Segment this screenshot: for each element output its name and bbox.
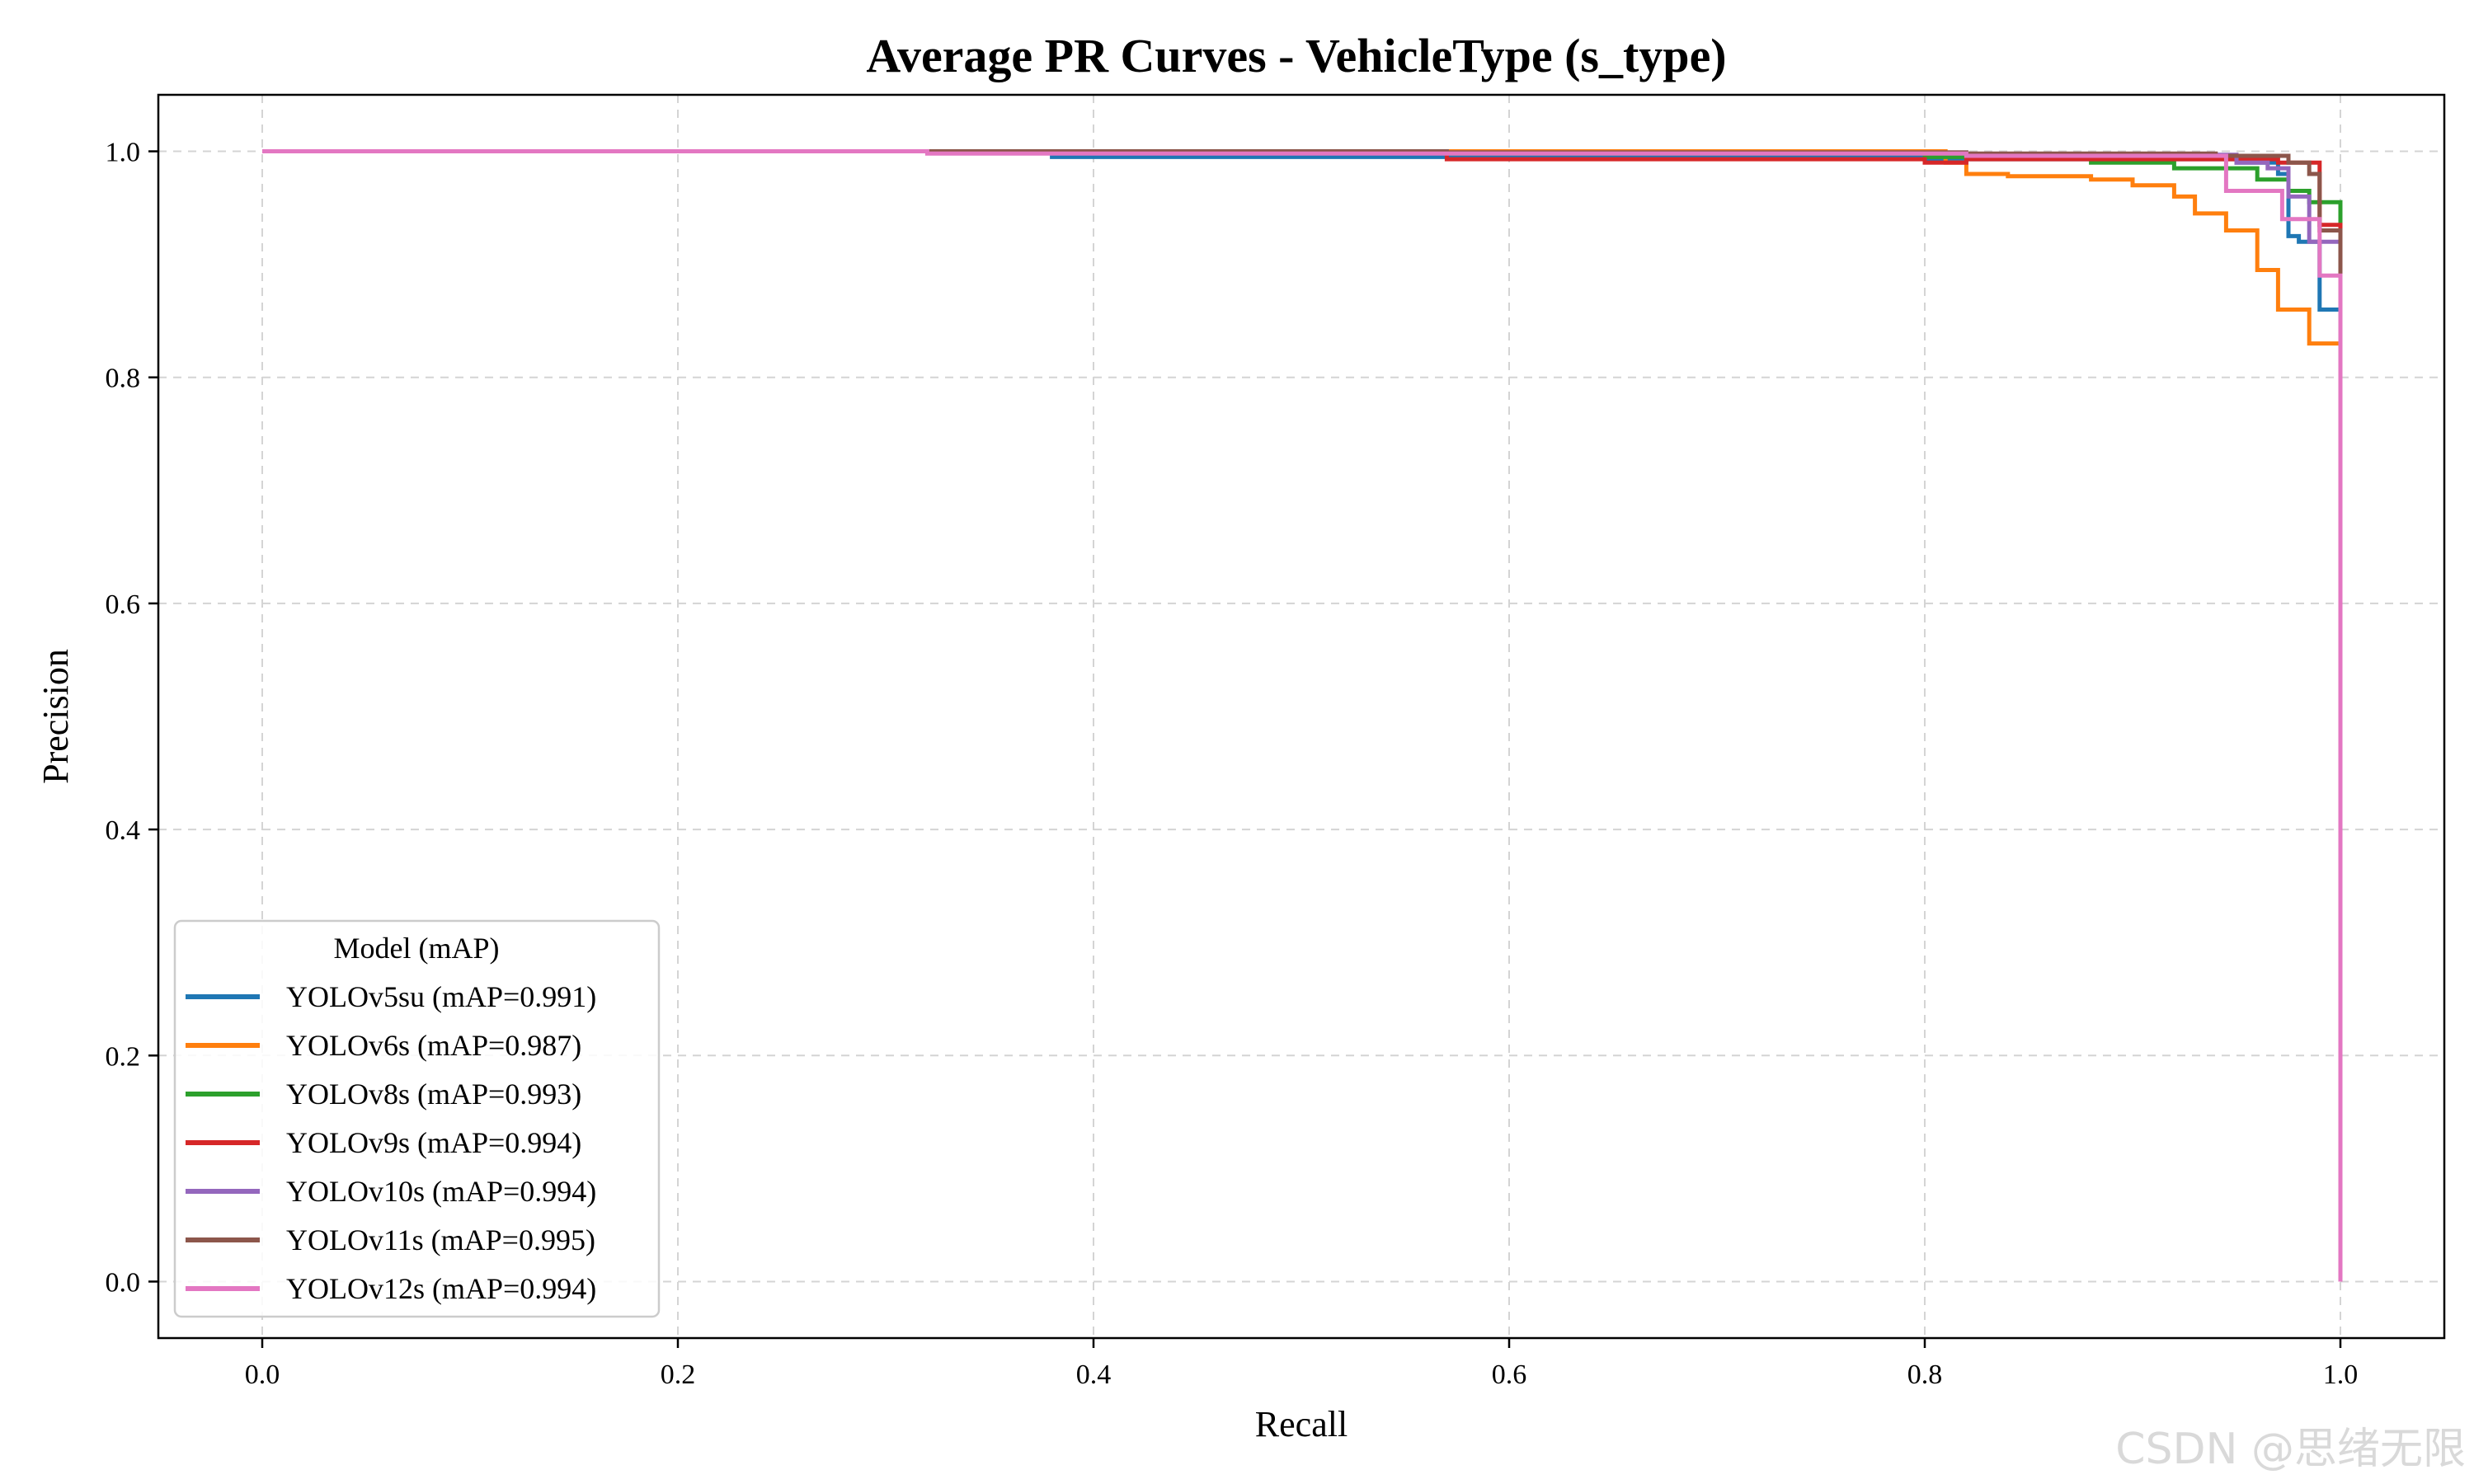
- y-tick-label: 0.4: [106, 815, 141, 846]
- y-axis-label: Precision: [35, 649, 76, 784]
- x-tick-label: 0.2: [661, 1360, 696, 1390]
- series-layer: [262, 149, 2343, 1282]
- legend-entry-label: YOLOv6s (mAP=0.987): [286, 1029, 581, 1062]
- ticks: 0.0 0.2 0.4 0.6 0.8 1.0 0.0 0.2 0.4 0.6 0.8 1.0: [106, 138, 2359, 1390]
- legend-entry-label: YOLOv12s (mAP=0.994): [286, 1272, 596, 1305]
- legend: Model (mAP) YOLOv5su (mAP=0.991) YOLOv6s …: [173, 919, 661, 1318]
- legend-entry-label: YOLOv8s (mAP=0.993): [286, 1078, 581, 1111]
- y-tick-label: 0.6: [106, 589, 141, 620]
- series-line-7: [262, 149, 2343, 1282]
- plot-frame: [157, 93, 2446, 1340]
- x-tick-label: 0.4: [1076, 1360, 1112, 1390]
- y-tick-label: 0.2: [106, 1041, 141, 1072]
- legend-entry-label: YOLOv11s (mAP=0.995): [286, 1223, 595, 1256]
- y-tick-label: 0.0: [106, 1267, 141, 1298]
- y-tick-label: 0.8: [106, 364, 141, 394]
- x-tick-label: 0.8: [1907, 1360, 1943, 1390]
- series-line-2: [262, 149, 2343, 1282]
- watermark: CSDN @思绪无限: [2115, 1425, 2466, 1474]
- legend-entry-label: YOLOv5su (mAP=0.991): [286, 980, 596, 1013]
- chart-title: Average PR Curves - VehicleType (s_type): [866, 29, 1726, 82]
- x-tick-label: 0.6: [1492, 1360, 1527, 1390]
- legend-entry-label: YOLOv9s (mAP=0.994): [286, 1126, 581, 1159]
- x-axis-label: Recall: [1255, 1404, 1348, 1444]
- y-tick-label: 1.0: [106, 138, 141, 168]
- x-tick-label: 0.0: [245, 1360, 280, 1390]
- legend-entry-label: YOLOv10s (mAP=0.994): [286, 1175, 596, 1208]
- legend-title: Model (mAP): [334, 932, 500, 965]
- x-tick-label: 1.0: [2323, 1360, 2359, 1390]
- legend-entries: YOLOv5su (mAP=0.991) YOLOv6s (mAP=0.987) Y…: [186, 980, 596, 1305]
- legend-box: [173, 919, 661, 1318]
